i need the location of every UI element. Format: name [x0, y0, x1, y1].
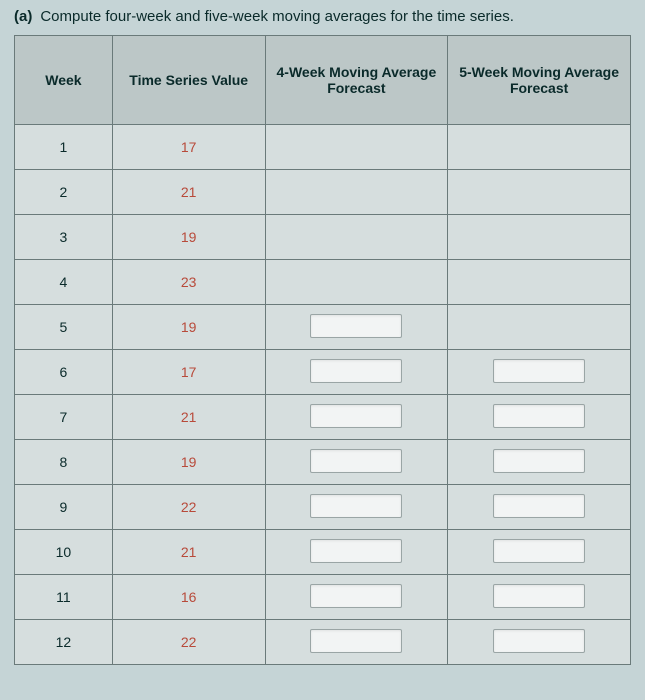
- week-cell: 1: [15, 125, 113, 170]
- table-row: 221: [15, 170, 631, 215]
- table-row: 922: [15, 485, 631, 530]
- ma5-cell: [448, 440, 631, 485]
- week-cell: 12: [15, 620, 113, 665]
- ma5-input[interactable]: [493, 629, 585, 653]
- header-value: Time Series Value: [112, 36, 265, 125]
- ma4-cell: [265, 440, 448, 485]
- week-cell: 10: [15, 530, 113, 575]
- value-cell: 22: [112, 620, 265, 665]
- ma5-input[interactable]: [493, 539, 585, 563]
- ma5-cell: [448, 260, 631, 305]
- table-row: 1116: [15, 575, 631, 620]
- table-row: 1021: [15, 530, 631, 575]
- table-row: 519: [15, 305, 631, 350]
- table-row: 319: [15, 215, 631, 260]
- prompt-label: (a): [14, 8, 32, 25]
- table-row: 721: [15, 395, 631, 440]
- ma5-input[interactable]: [493, 449, 585, 473]
- question-prompt: (a) Compute four-week and five-week movin…: [14, 8, 631, 25]
- ma5-cell: [448, 575, 631, 620]
- table-row: 819: [15, 440, 631, 485]
- prompt-text: Compute four-week and five-week moving a…: [40, 8, 514, 25]
- ma4-input[interactable]: [310, 314, 402, 338]
- ma5-input[interactable]: [493, 359, 585, 383]
- value-cell: 22: [112, 485, 265, 530]
- ma5-cell: [448, 305, 631, 350]
- ma5-input[interactable]: [493, 494, 585, 518]
- ma4-cell: [265, 170, 448, 215]
- ma4-input[interactable]: [310, 494, 402, 518]
- week-cell: 3: [15, 215, 113, 260]
- ma4-cell: [265, 575, 448, 620]
- header-ma4: 4-Week Moving Average Forecast: [265, 36, 448, 125]
- ma4-cell: [265, 395, 448, 440]
- ma4-input[interactable]: [310, 359, 402, 383]
- week-cell: 7: [15, 395, 113, 440]
- header-ma5: 5-Week Moving Average Forecast: [448, 36, 631, 125]
- ma5-cell: [448, 530, 631, 575]
- ma4-cell: [265, 620, 448, 665]
- week-cell: 2: [15, 170, 113, 215]
- week-cell: 6: [15, 350, 113, 395]
- value-cell: 21: [112, 395, 265, 440]
- value-cell: 21: [112, 170, 265, 215]
- header-week: Week: [15, 36, 113, 125]
- value-cell: 16: [112, 575, 265, 620]
- moving-average-table: Week Time Series Value 4-Week Moving Ave…: [14, 35, 631, 665]
- week-cell: 5: [15, 305, 113, 350]
- value-cell: 19: [112, 440, 265, 485]
- ma5-input[interactable]: [493, 584, 585, 608]
- ma4-input[interactable]: [310, 404, 402, 428]
- ma4-input[interactable]: [310, 584, 402, 608]
- ma5-cell: [448, 395, 631, 440]
- ma5-cell: [448, 485, 631, 530]
- week-cell: 4: [15, 260, 113, 305]
- ma4-cell: [265, 305, 448, 350]
- week-cell: 9: [15, 485, 113, 530]
- ma5-cell: [448, 620, 631, 665]
- ma4-cell: [265, 125, 448, 170]
- ma5-cell: [448, 125, 631, 170]
- ma5-cell: [448, 170, 631, 215]
- week-cell: 11: [15, 575, 113, 620]
- value-cell: 19: [112, 305, 265, 350]
- table-row: 1222: [15, 620, 631, 665]
- ma4-cell: [265, 530, 448, 575]
- table-header-row: Week Time Series Value 4-Week Moving Ave…: [15, 36, 631, 125]
- ma5-cell: [448, 350, 631, 395]
- value-cell: 23: [112, 260, 265, 305]
- ma4-input[interactable]: [310, 449, 402, 473]
- value-cell: 17: [112, 350, 265, 395]
- ma4-cell: [265, 260, 448, 305]
- ma4-cell: [265, 350, 448, 395]
- table-row: 423: [15, 260, 631, 305]
- table-row: 117: [15, 125, 631, 170]
- ma4-cell: [265, 215, 448, 260]
- value-cell: 17: [112, 125, 265, 170]
- value-cell: 21: [112, 530, 265, 575]
- ma4-cell: [265, 485, 448, 530]
- value-cell: 19: [112, 215, 265, 260]
- ma4-input[interactable]: [310, 539, 402, 563]
- table-row: 617: [15, 350, 631, 395]
- ma4-input[interactable]: [310, 629, 402, 653]
- ma5-input[interactable]: [493, 404, 585, 428]
- ma5-cell: [448, 215, 631, 260]
- week-cell: 8: [15, 440, 113, 485]
